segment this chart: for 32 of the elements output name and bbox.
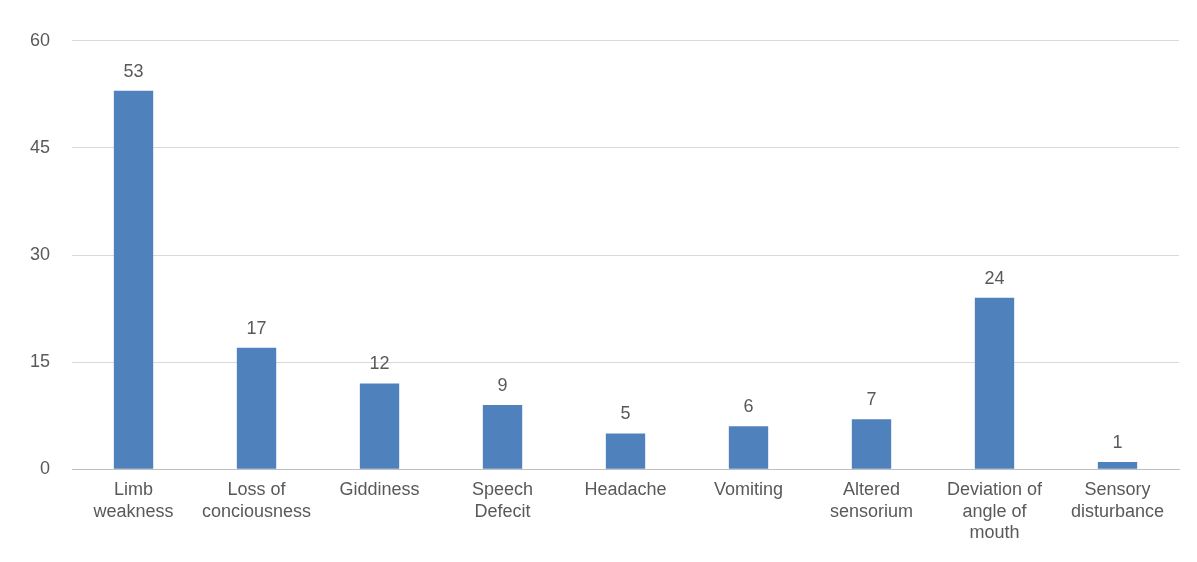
- y-tick-label: 30: [29, 243, 51, 264]
- y-tick-label: 0: [40, 458, 51, 479]
- x-tick-label: Loss of conciousness: [201, 478, 312, 521]
- bar: [359, 383, 400, 469]
- data-label: 53: [123, 60, 144, 81]
- x-tick-label: Sensory disturbance: [1070, 478, 1165, 521]
- bar: [482, 404, 523, 469]
- bar: [728, 426, 769, 469]
- x-tick-label: Speech Defecit: [471, 478, 534, 521]
- bar: [236, 347, 277, 469]
- y-tick-label: 45: [29, 136, 51, 157]
- data-label: 6: [743, 396, 754, 417]
- data-label: 12: [369, 353, 390, 374]
- x-tick-label: Giddiness: [339, 478, 420, 499]
- x-tick-label: Deviation of angle of mouth: [946, 478, 1044, 543]
- data-label: 17: [246, 317, 267, 338]
- y-tick-label: 15: [29, 351, 51, 372]
- data-label: 5: [620, 403, 631, 424]
- bar: [113, 90, 154, 469]
- x-tick-label: Limb weakness: [92, 478, 174, 521]
- data-label: 1: [1112, 432, 1123, 453]
- bar: [1097, 462, 1138, 469]
- bar: [851, 419, 892, 469]
- bar: [605, 433, 646, 469]
- data-label: 24: [984, 267, 1005, 288]
- bar: [974, 297, 1015, 469]
- x-tick-label: Altered sensorium: [829, 478, 914, 521]
- data-label: 7: [866, 389, 877, 410]
- x-tick-label: Headache: [584, 478, 667, 499]
- data-label: 9: [497, 374, 508, 395]
- x-tick-label: Vomiting: [713, 478, 784, 499]
- y-tick-label: 60: [29, 29, 51, 50]
